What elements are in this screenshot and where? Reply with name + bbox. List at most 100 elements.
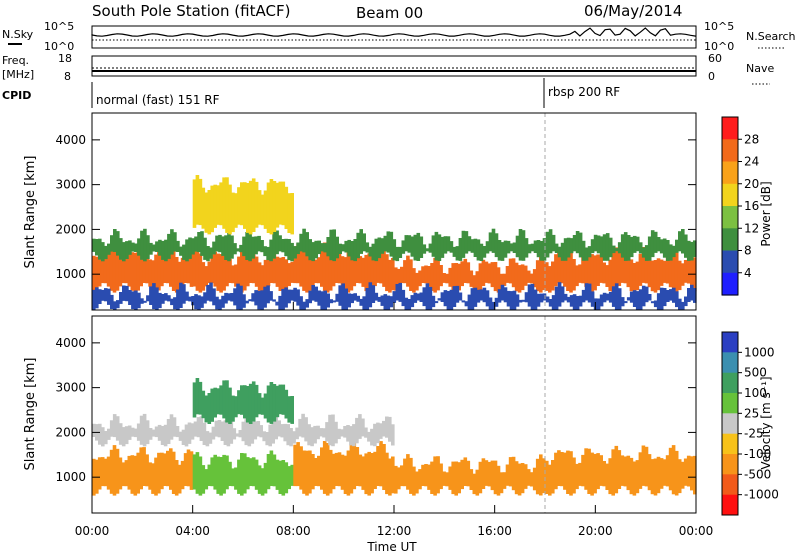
heatmap-cell [115,245,120,291]
heatmap-cell [322,428,326,438]
heatmap-cell [237,187,241,225]
heatmap-cell [361,257,365,287]
heatmap-cell [275,301,279,306]
heatmap-cell [632,290,637,307]
heatmap-cell [319,428,323,437]
heatmap-cell [452,286,457,307]
heatmap-cell [596,254,600,286]
heatmap-cell [118,254,123,287]
heatmap-cell [338,285,342,306]
heatmap-cell [620,234,625,258]
heatmap-cell [675,291,679,308]
heatmap-cell [106,253,111,287]
heatmap-cell [379,423,383,439]
heatmap-cell [560,286,565,303]
heatmap-cell [629,236,634,258]
heatmap-cell [234,467,238,490]
heatmap-cell [296,442,300,487]
cpid-segment-normal: normal (fast) 151 RF [96,93,220,107]
colorbar-tick-label: -500 [744,467,771,481]
heatmap-cell [263,190,268,229]
heatmap-cell [248,299,252,302]
heatmap-cell [490,262,495,288]
heatmap-cell [224,235,228,260]
heatmap-cell [154,254,158,293]
colorbar-swatch [722,139,738,163]
heatmap-cell [493,460,498,495]
heatmap-cell [113,229,117,252]
heatmap-cell [272,454,277,487]
heatmap-band [545,246,697,293]
nave-tick-bottom: 0 [708,70,715,83]
heatmap-cell [401,289,406,307]
heatmap-cell [121,259,126,284]
heatmap-cell [656,237,661,252]
heatmap-cell [524,238,529,258]
heatmap-cell [482,287,487,303]
heatmap-cell [370,428,374,446]
heatmap-cell [174,460,179,496]
heatmap-cell [286,424,290,446]
heatmap-cell [482,246,487,258]
heatmap-cell [343,455,348,494]
heatmap-cell [112,445,117,496]
heatmap-cell [662,288,667,307]
heatmap-cell [272,299,276,302]
heatmap-cell [608,237,613,258]
heatmap-cell [311,454,315,490]
heatmap-cell [524,292,529,303]
heatmap-cell [295,427,299,440]
heatmap-cell [448,466,452,490]
heatmap-cell [216,388,220,415]
heatmap-cell [188,237,192,259]
heatmap-cell [407,299,412,311]
heatmap-cell [617,450,622,489]
heatmap-cell [539,241,544,261]
heatmap-cell [424,265,428,284]
nsearch-label: N.Search [746,30,796,43]
heatmap-cell [275,256,280,287]
heatmap-cell [231,192,235,233]
heatmap-cell [177,464,182,494]
heatmap-cell [518,229,523,261]
heatmap-cell [484,261,489,283]
heatmap-cell [154,426,159,438]
heatmap-cell [320,243,324,252]
heatmap-cell [520,463,525,494]
heatmap-cell [641,445,646,486]
heatmap-cell [203,292,207,304]
x-tick-label: 20:00 [578,524,613,538]
heatmap-cell [650,301,655,304]
heatmap-cell [464,231,469,254]
heatmap-cell [166,247,170,284]
heatmap-cell [620,256,625,283]
freq-unit: [MHz] [2,68,34,81]
heatmap-cell [155,241,159,252]
heatmap-cell [106,456,111,490]
heatmap-cell [254,181,259,228]
heatmap-cell [337,452,342,487]
heatmap-cell [201,390,206,419]
heatmap-cell [662,238,667,258]
heatmap-cell [680,263,685,286]
heatmap-cell [331,414,335,447]
heatmap-cell [509,291,514,310]
heatmap-cell [394,465,398,494]
heatmap-cell [382,245,386,287]
heatmap-cell [97,254,102,287]
heatmap-cell [198,253,203,293]
heatmap-cell [254,256,259,287]
heatmap-cell [98,238,102,260]
heatmap-cell [587,250,591,291]
heatmap-cell [230,235,234,259]
time-axis-ticks: 00:00 04:00 08:00 12:00 16:00 20:00 00:00 [75,302,713,538]
heatmap-cell [497,240,502,261]
heatmap-cell [358,256,363,284]
heatmap-cell [110,294,114,309]
heatmap-band [192,175,294,235]
heatmap-cell [334,421,338,444]
heatmap-cell [122,285,126,301]
heatmap-cell [257,235,261,252]
heatmap-cell [118,423,123,445]
heatmap-cell [301,413,305,438]
